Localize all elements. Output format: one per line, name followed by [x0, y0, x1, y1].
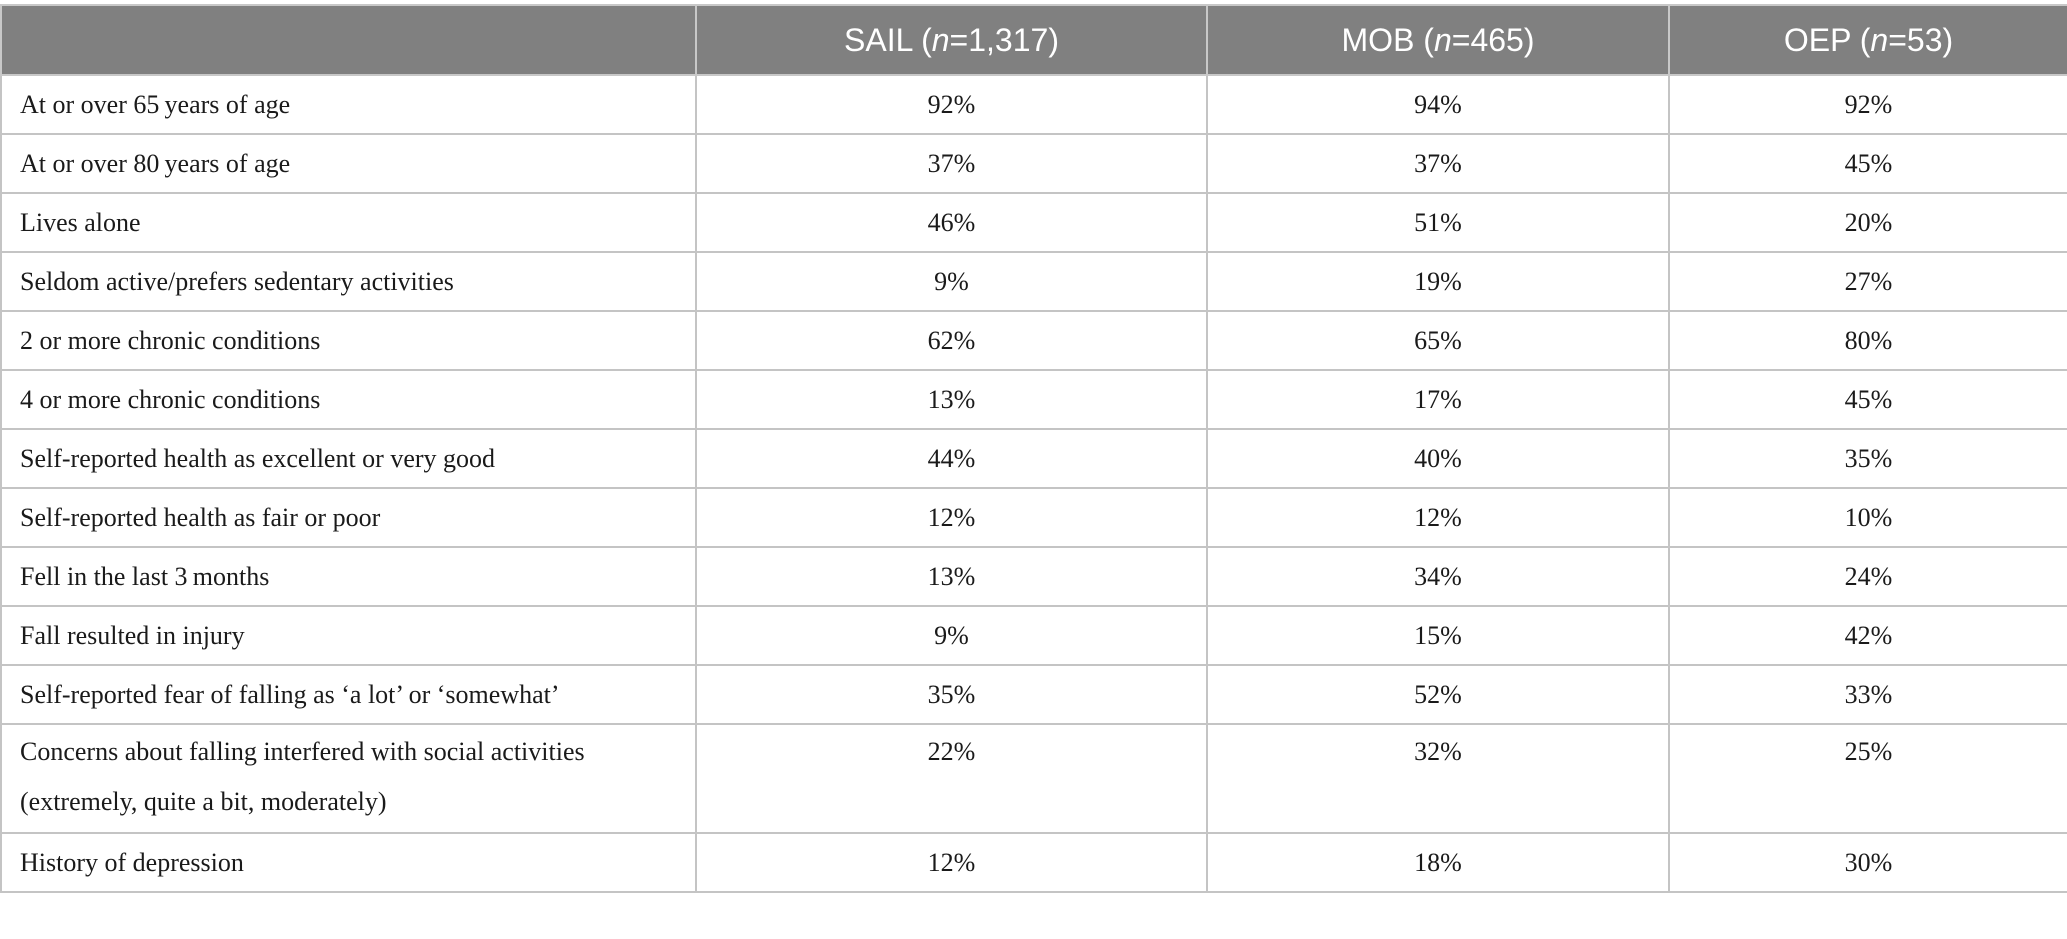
cell-sail: 35% [695, 664, 1208, 725]
header-sail-n: n [931, 21, 950, 58]
cell-sail: 44% [695, 428, 1208, 489]
table-header-row: SAIL (n=1,317) MOB (n=465) OEP (n=53) [0, 4, 2067, 76]
header-oep-suffix: =53) [1888, 21, 1954, 58]
table-row: Concerns about falling interfered with s… [0, 723, 2067, 834]
table-row: Self-reported health as fair or poor 12% 1… [0, 487, 2067, 548]
cell-mob: 17% [1206, 369, 1670, 430]
table-row: Fall resulted in injury 9% 15% 42% [0, 605, 2067, 666]
row-label: History of depression [0, 832, 697, 893]
cell-sail: 22% [695, 723, 1208, 834]
table-row: At or over 65 years of age 92% 94% 92% [0, 74, 2067, 135]
cell-mob: 52% [1206, 664, 1670, 725]
cell-sail: 9% [695, 605, 1208, 666]
row-label: At or over 65 years of age [0, 74, 697, 135]
cell-mob: 18% [1206, 832, 1670, 893]
cell-oep: 20% [1668, 192, 2067, 253]
header-sail-suffix: =1,317) [949, 21, 1059, 58]
cell-mob: 94% [1206, 74, 1670, 135]
table-row: Self-reported fear of falling as ‘a lot’… [0, 664, 2067, 725]
cell-mob: 19% [1206, 251, 1670, 312]
table-row: Lives alone 46% 51% 20% [0, 192, 2067, 253]
cell-mob: 65% [1206, 310, 1670, 371]
cell-sail: 62% [695, 310, 1208, 371]
cell-mob: 34% [1206, 546, 1670, 607]
table-row: Self-reported health as excellent or ver… [0, 428, 2067, 489]
cell-mob: 15% [1206, 605, 1670, 666]
row-label: Self-reported health as fair or poor [0, 487, 697, 548]
cell-oep: 25% [1668, 723, 2067, 834]
cell-oep: 45% [1668, 369, 2067, 430]
header-mob-n: n [1433, 21, 1452, 58]
row-label: At or over 80 years of age [0, 133, 697, 194]
cell-oep: 24% [1668, 546, 2067, 607]
cell-sail: 13% [695, 369, 1208, 430]
header-empty-cell [0, 4, 697, 76]
table-container: SAIL (n=1,317) MOB (n=465) OEP (n=53) At… [0, 4, 2067, 893]
header-mob-suffix: =465) [1451, 21, 1535, 58]
cell-oep: 10% [1668, 487, 2067, 548]
row-label: Fall resulted in injury [0, 605, 697, 666]
cell-mob: 37% [1206, 133, 1670, 194]
cell-oep: 45% [1668, 133, 2067, 194]
header-oep-n: n [1870, 21, 1889, 58]
header-mob: MOB (n=465) [1206, 4, 1670, 76]
cell-sail: 12% [695, 832, 1208, 893]
cell-mob: 40% [1206, 428, 1670, 489]
table-row: Fell in the last 3 months 13% 34% 24% [0, 546, 2067, 607]
cell-sail: 9% [695, 251, 1208, 312]
table-row: History of depression 12% 18% 30% [0, 832, 2067, 893]
cell-oep: 92% [1668, 74, 2067, 135]
row-label: Fell in the last 3 months [0, 546, 697, 607]
cell-mob: 32% [1206, 723, 1670, 834]
header-sail: SAIL (n=1,317) [695, 4, 1208, 76]
cell-sail: 37% [695, 133, 1208, 194]
table-row: At or over 80 years of age 37% 37% 45% [0, 133, 2067, 194]
row-label: Self-reported health as excellent or ver… [0, 428, 697, 489]
cell-sail: 92% [695, 74, 1208, 135]
row-label: 4 or more chronic conditions [0, 369, 697, 430]
table-row: 2 or more chronic conditions 62% 65% 80% [0, 310, 2067, 371]
row-label: Lives alone [0, 192, 697, 253]
characteristics-table: SAIL (n=1,317) MOB (n=465) OEP (n=53) At… [0, 4, 2067, 893]
row-label: 2 or more chronic conditions [0, 310, 697, 371]
header-oep-prefix: OEP ( [1783, 21, 1871, 58]
row-label: Concerns about falling interfered with s… [0, 723, 697, 834]
header-mob-prefix: MOB ( [1341, 21, 1434, 58]
cell-sail: 12% [695, 487, 1208, 548]
cell-oep: 33% [1668, 664, 2067, 725]
cell-mob: 51% [1206, 192, 1670, 253]
table-row: Seldom active/prefers sedentary activiti… [0, 251, 2067, 312]
cell-oep: 27% [1668, 251, 2067, 312]
cell-oep: 42% [1668, 605, 2067, 666]
cell-sail: 46% [695, 192, 1208, 253]
cell-sail: 13% [695, 546, 1208, 607]
table-row: 4 or more chronic conditions 13% 17% 45% [0, 369, 2067, 430]
cell-mob: 12% [1206, 487, 1670, 548]
header-oep: OEP (n=53) [1668, 4, 2067, 76]
table-body: At or over 65 years of age 92% 94% 92% At or… [0, 74, 2067, 893]
cell-oep: 80% [1668, 310, 2067, 371]
cell-oep: 35% [1668, 428, 2067, 489]
row-label: Seldom active/prefers sedentary activiti… [0, 251, 697, 312]
row-label: Self-reported fear of falling as ‘a lot’… [0, 664, 697, 725]
header-sail-prefix: SAIL ( [844, 21, 932, 58]
cell-oep: 30% [1668, 832, 2067, 893]
